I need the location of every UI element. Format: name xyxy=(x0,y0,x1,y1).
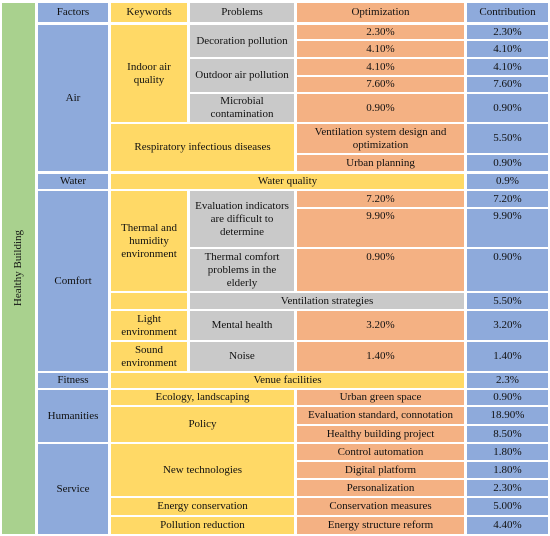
factor-water: Water xyxy=(38,174,108,189)
problem-noise: Noise xyxy=(190,342,294,371)
keyword-ecology-landscaping: Ecology, landscaping xyxy=(111,390,294,405)
keyword-thermal-humidity: Thermal and humidity environment xyxy=(111,191,187,291)
optimization-comfort-6: 1.40% xyxy=(297,342,464,371)
optimization-conservation-measures: Conservation measures xyxy=(297,498,464,515)
keyword-comfort-blank xyxy=(111,293,187,309)
keyword-pollution-reduction: Pollution reduction xyxy=(111,517,294,534)
keyword-new-technologies: New technologies xyxy=(111,444,294,496)
contribution-service-4: 5.00% xyxy=(467,498,548,515)
factor-fitness: Fitness xyxy=(38,373,108,388)
contribution-comfort-3: 0.90% xyxy=(467,249,548,291)
contribution-service-2: 1.80% xyxy=(467,462,548,478)
problem-thermal-elderly: Thermal comfort problems in the elderly xyxy=(190,249,294,291)
contribution-humanities-2: 18.90% xyxy=(467,407,548,424)
problem-mental-health: Mental health xyxy=(190,311,294,340)
problem-ventilation-strategies: Ventilation strategies xyxy=(190,293,464,309)
problem-microbial-contamination: Microbial contamination xyxy=(190,94,294,122)
optimization-control-automation: Control automation xyxy=(297,444,464,460)
optimization-air-2: 4.10% xyxy=(297,41,464,57)
contribution-air-3: 4.10% xyxy=(467,59,548,75)
contribution-air-5: 0.90% xyxy=(467,94,548,122)
optimization-comfort-5: 3.20% xyxy=(297,311,464,340)
contribution-humanities-1: 0.90% xyxy=(467,390,548,405)
factor-service: Service xyxy=(38,444,108,534)
keyword-water-quality: Water quality xyxy=(111,174,464,189)
problem-decoration-pollution: Decoration pollution xyxy=(190,25,294,57)
problem-outdoor-air-pollution: Outdoor air pollution xyxy=(190,59,294,92)
optimization-air-5: 0.90% xyxy=(297,94,464,122)
optimization-comfort-3: 0.90% xyxy=(297,249,464,291)
keyword-energy-conservation: Energy conservation xyxy=(111,498,294,515)
optimization-air-3: 4.10% xyxy=(297,59,464,75)
optimization-healthy-building-project: Healthy building project xyxy=(297,426,464,442)
keyword-indoor-air-quality: Indoor air quality xyxy=(111,25,187,122)
optimization-comfort-2: 9.90% xyxy=(297,209,464,247)
contribution-air-4: 7.60% xyxy=(467,77,548,92)
contribution-service-5: 4.40% xyxy=(467,517,548,534)
keyword-sound-environment: Sound environment xyxy=(111,342,187,371)
contribution-air-2: 4.10% xyxy=(467,41,548,57)
contribution-comfort-2: 9.90% xyxy=(467,209,548,247)
contribution-air-7: 0.90% xyxy=(467,155,548,171)
contribution-comfort-6: 1.40% xyxy=(467,342,548,371)
optimization-comfort-1: 7.20% xyxy=(297,191,464,207)
factor-comfort: Comfort xyxy=(38,191,108,371)
contribution-humanities-3: 8.50% xyxy=(467,426,548,442)
keyword-light-environment: Light environment xyxy=(111,311,187,340)
keyword-respiratory-infectious-diseases: Respiratory infectious diseases xyxy=(111,124,294,171)
optimization-digital-platform: Digital platform xyxy=(297,462,464,478)
contribution-service-3: 2.30% xyxy=(467,480,548,496)
contribution-comfort-4: 5.50% xyxy=(467,293,548,309)
side-label: Healthy Building xyxy=(12,230,24,307)
header-optimization: Optimization xyxy=(297,3,464,22)
header-contribution: Contribution xyxy=(467,3,548,22)
optimization-energy-structure-reform: Energy structure reform xyxy=(297,517,464,534)
keyword-venue-facilities: Venue facilities xyxy=(111,373,464,388)
optimization-ventilation-system: Ventilation system design and optimizati… xyxy=(297,124,464,153)
side-label-cell: Healthy Building xyxy=(2,3,35,534)
keyword-policy: Policy xyxy=(111,407,294,442)
header-keywords: Keywords xyxy=(111,3,187,22)
header-problems: Problems xyxy=(190,3,294,22)
contribution-air-6: 5.50% xyxy=(467,124,548,153)
optimization-personalization: Personalization xyxy=(297,480,464,496)
optimization-air-4: 7.60% xyxy=(297,77,464,92)
contribution-comfort-1: 7.20% xyxy=(467,191,548,207)
optimization-air-1: 2.30% xyxy=(297,25,464,39)
contribution-service-1: 1.80% xyxy=(467,444,548,460)
header-factors: Factors xyxy=(38,3,108,22)
optimization-urban-green-space: Urban green space xyxy=(297,390,464,405)
contribution-water: 0.9% xyxy=(467,174,548,189)
optimization-urban-planning: Urban planning xyxy=(297,155,464,171)
problem-evaluation-indicators: Evaluation indicators are difficult to d… xyxy=(190,191,294,247)
factor-air: Air xyxy=(38,25,108,171)
optimization-evaluation-standard: Evaluation standard, connotation xyxy=(297,407,464,424)
contribution-air-1: 2.30% xyxy=(467,25,548,39)
factor-humanities: Humanities xyxy=(38,390,108,442)
contribution-comfort-5: 3.20% xyxy=(467,311,548,340)
contribution-fitness: 2.3% xyxy=(467,373,548,388)
